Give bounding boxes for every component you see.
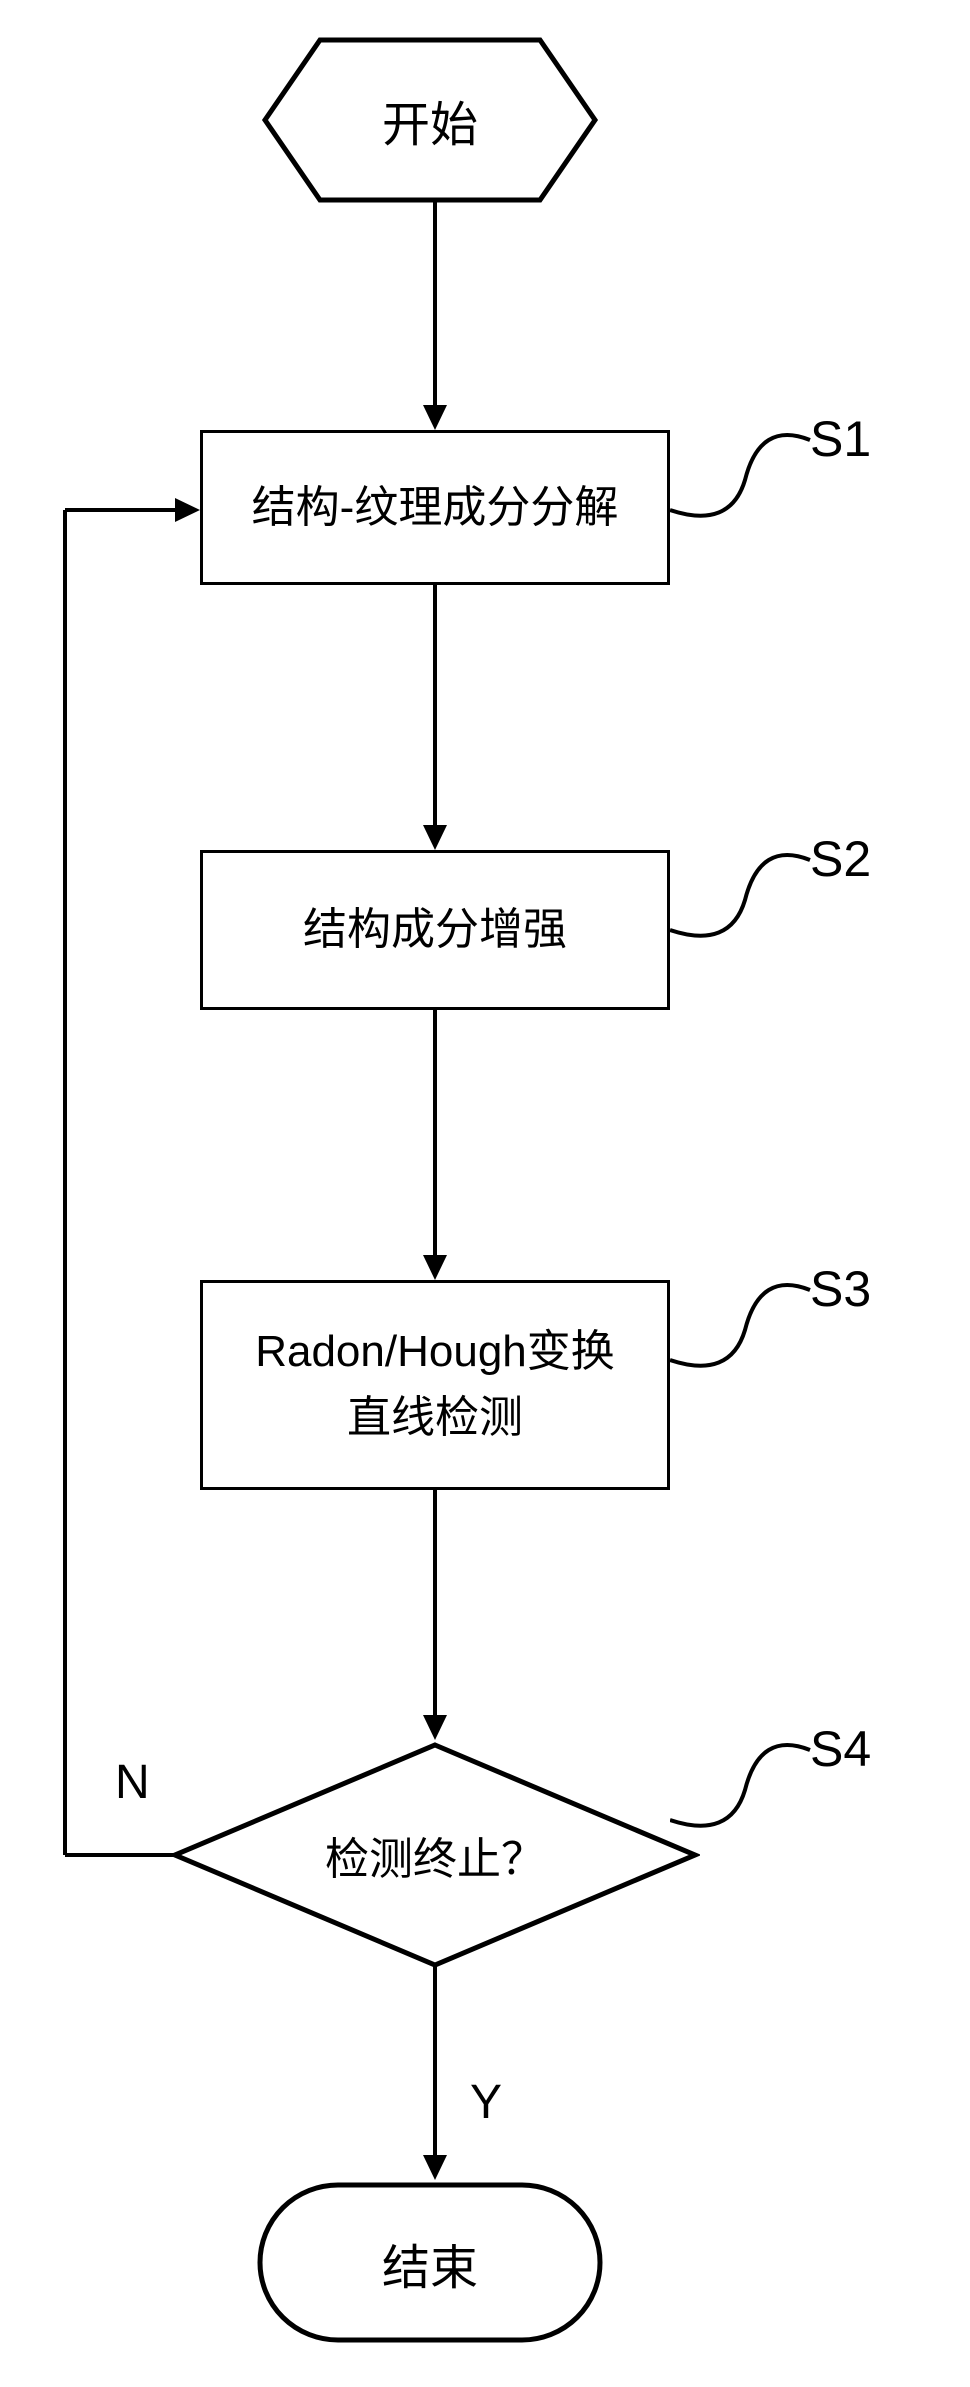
start-node: 开始 xyxy=(260,35,600,205)
step-label-s1: S1 xyxy=(810,410,871,468)
step-label-s4: S4 xyxy=(810,1720,871,1778)
arrow-s3-s4 xyxy=(415,1490,455,1745)
s1-label: 结构-纹理成分分解 xyxy=(252,475,619,541)
process-s1: 结构-纹理成分分解 xyxy=(200,430,670,585)
end-node: 结束 xyxy=(255,2180,605,2345)
flowchart-container: 开始 结构-纹理成分分解 S1 结构成分增强 S2 Radon/Hough变换 … xyxy=(0,0,970,2387)
decision-s4: 检测终止？ xyxy=(170,1740,700,1970)
s2-label: 结构成分增强 xyxy=(303,897,567,963)
connector-s1 xyxy=(670,420,820,540)
arrow-s4-s1-loop xyxy=(45,490,225,1870)
s4-label: 检测终止？ xyxy=(325,1823,545,1887)
branch-label-yes: Y xyxy=(470,2075,502,2130)
arrow-s4-end xyxy=(415,1965,455,2185)
arrow-start-s1 xyxy=(415,200,455,435)
process-s3: Radon/Hough变换 直线检测 xyxy=(200,1280,670,1490)
end-label: 结束 xyxy=(382,2228,478,2298)
arrow-s2-s3 xyxy=(415,1010,455,1285)
s3-label-line2: 直线检测 xyxy=(347,1393,523,1442)
process-s2: 结构成分增强 xyxy=(200,850,670,1010)
step-label-s2: S2 xyxy=(810,830,871,888)
s3-label-line1: Radon/Hough变换 xyxy=(255,1327,615,1376)
arrow-s1-s2 xyxy=(415,585,455,855)
step-label-s3: S3 xyxy=(810,1260,871,1318)
connector-s2 xyxy=(670,840,820,960)
connector-s3 xyxy=(670,1270,820,1390)
start-label: 开始 xyxy=(382,85,478,155)
s3-label: Radon/Hough变换 直线检测 xyxy=(255,1319,615,1451)
connector-s4 xyxy=(670,1730,820,1850)
